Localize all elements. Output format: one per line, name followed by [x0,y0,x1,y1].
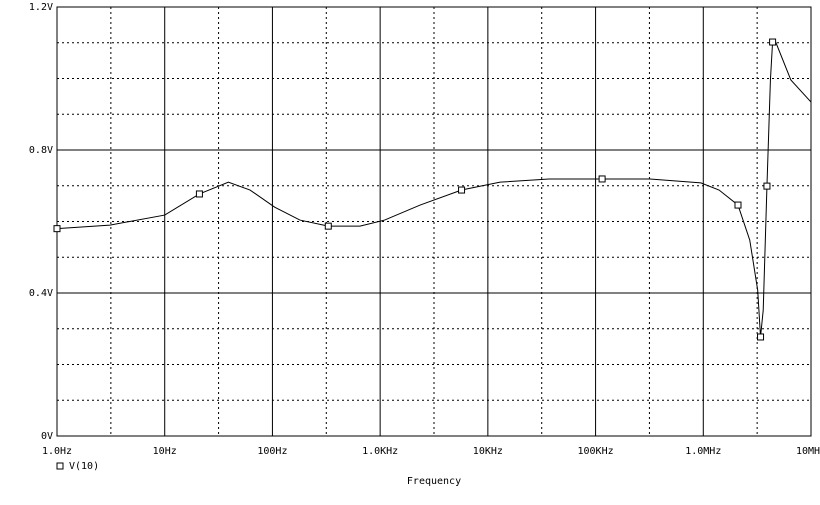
x-tick-label: 1.0Hz [42,446,72,457]
y-tick-label: 0.4V [29,288,53,299]
x-tick-label: 10MHz [796,446,820,457]
y-tick-label: 0V [41,431,53,442]
series-line [56,41,812,338]
data-marker [763,182,771,190]
data-marker [734,201,742,209]
x-axis-label: Frequency [407,476,461,487]
legend-marker [56,462,64,470]
data-marker [598,175,606,183]
data-marker [53,225,61,233]
x-tick-label: 100Hz [257,446,287,457]
data-marker [458,186,466,194]
x-tick-label: 1.0KHz [362,446,398,457]
x-tick-label: 1.0MHz [685,446,721,457]
data-marker [757,333,765,341]
y-tick-label: 1.2V [29,2,53,13]
data-marker [195,190,203,198]
x-tick-label: 100KHz [578,446,614,457]
x-tick-label: 10Hz [153,446,177,457]
y-tick-label: 0.8V [29,145,53,156]
data-marker [324,222,332,230]
legend-label: V(10) [69,461,99,472]
data-marker [769,38,777,46]
x-tick-label: 10KHz [473,446,503,457]
